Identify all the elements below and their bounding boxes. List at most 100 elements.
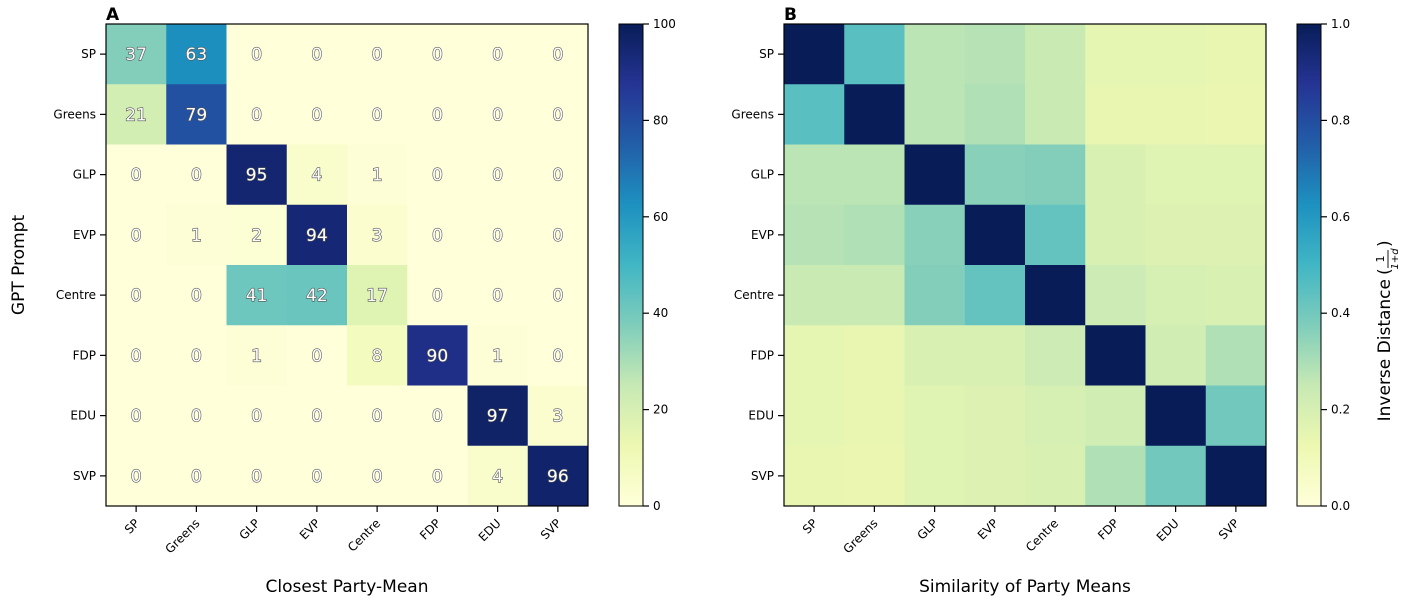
cell-value-label: 0 <box>552 105 563 125</box>
heatmap-cell <box>106 445 167 507</box>
heatmap-cell <box>166 325 227 386</box>
cell-value-label: 8 <box>372 346 383 366</box>
heatmap-cell <box>964 24 1026 85</box>
heatmap-cell <box>527 385 589 447</box>
cell-value-label: 0 <box>492 166 503 186</box>
cell-value-label: 4 <box>492 467 503 487</box>
colorbar-tick-label: 0.2 <box>1331 403 1350 417</box>
heatmap-cell <box>347 24 408 85</box>
x-tick-label: Greens <box>840 516 880 556</box>
y-tick-label: SVP <box>751 469 774 483</box>
heatmap-cell <box>166 24 227 85</box>
heatmap-cell <box>844 445 905 507</box>
heatmap-cell <box>1205 325 1267 386</box>
cell-value-label: 21 <box>125 105 147 125</box>
cell-value-label: 1 <box>492 346 503 366</box>
cell-value-label: 0 <box>311 45 322 65</box>
colorbar-tick-label: 1.0 <box>1331 17 1350 31</box>
heatmap-cell <box>226 204 288 266</box>
cell-value-label: 0 <box>552 286 563 306</box>
x-tick-label: GLP <box>914 516 940 542</box>
colorbar-tick-label: 0 <box>653 499 661 513</box>
panel-a-y-ticks: SP Greens GLP EVP Centre FDP EDU SVP <box>53 47 106 483</box>
panel-a-cells <box>106 24 589 507</box>
heatmap-cell <box>106 84 167 145</box>
cell-value-label: 0 <box>191 346 202 366</box>
heatmap-cell <box>964 265 1026 326</box>
colorbar-tick-label: 100 <box>653 17 676 31</box>
heatmap-cell <box>166 385 227 447</box>
heatmap-cell <box>226 144 288 206</box>
x-tick-label: FDP <box>417 516 443 542</box>
heatmap-cell <box>347 265 408 326</box>
x-tick-label: SVP <box>538 516 564 542</box>
heatmap-cell <box>1025 325 1086 386</box>
heatmap-cell <box>1085 144 1146 206</box>
heatmap-cell <box>1085 385 1146 447</box>
cell-value-label: 1 <box>251 346 262 366</box>
cell-value-label: 3 <box>552 407 563 427</box>
y-tick-label: Centre <box>56 288 96 302</box>
heatmap-cell <box>527 445 589 507</box>
cell-value-label: 0 <box>311 407 322 427</box>
heatmap-cell <box>1145 144 1207 206</box>
heatmap-cell <box>904 204 966 266</box>
heatmap-cell <box>286 445 348 507</box>
cell-value-label: 0 <box>191 407 202 427</box>
heatmap-cell <box>226 84 288 145</box>
heatmap-cell <box>784 385 845 447</box>
heatmap-cell <box>166 204 227 266</box>
colorbar-label-numerator: 1 <box>1374 256 1387 263</box>
heatmap-cell <box>1145 204 1207 266</box>
cell-value-label: 0 <box>492 105 503 125</box>
heatmap-cell <box>784 445 845 507</box>
heatmap-cell <box>844 84 905 145</box>
heatmap-cell <box>1145 385 1207 447</box>
cell-value-label: 2 <box>251 226 262 246</box>
panel-b-cells <box>784 24 1267 507</box>
heatmap-cell <box>467 325 529 386</box>
panel-b-x-axis-title: Similarity of Party Means <box>919 577 1131 597</box>
heatmap-cell <box>467 265 529 326</box>
cell-value-label: 94 <box>306 226 328 246</box>
cell-value-label: 0 <box>552 226 563 246</box>
y-tick-label: EVP <box>751 228 774 242</box>
x-tick-label: EVP <box>975 516 1001 542</box>
heatmap-cell <box>106 325 167 386</box>
x-tick-label: GLP <box>236 516 262 542</box>
cell-value-label: 41 <box>246 286 268 306</box>
heatmap-cell <box>964 84 1026 145</box>
heatmap-cell <box>904 24 966 85</box>
panel-b-y-ticks: SP Greens GLP EVP Centre FDP EDU SVP <box>731 47 784 483</box>
cell-value-label: 0 <box>372 105 383 125</box>
heatmap-cell <box>226 265 288 326</box>
panel-b-colorbar-title: Inverse Distance ( 1 1+d ) <box>1374 240 1401 421</box>
heatmap-cell <box>347 445 408 507</box>
heatmap-cell <box>407 445 468 507</box>
cell-value-label: 0 <box>432 286 443 306</box>
x-tick-label: Greens <box>162 516 202 556</box>
heatmap-cell <box>407 144 468 206</box>
heatmap-cell <box>904 385 966 447</box>
heatmap-cell <box>964 144 1026 206</box>
heatmap-cell <box>904 265 966 326</box>
heatmap-cell <box>106 144 167 206</box>
cell-value-label: 0 <box>131 346 142 366</box>
heatmap-cell <box>1145 84 1207 145</box>
heatmap-cell <box>1145 325 1207 386</box>
cell-value-label: 0 <box>432 226 443 246</box>
y-tick-label: GLP <box>73 168 96 182</box>
heatmap-cell <box>844 24 905 85</box>
heatmap-cell <box>1025 265 1086 326</box>
cell-value-label: 0 <box>131 226 142 246</box>
heatmap-cell <box>1025 24 1086 85</box>
y-tick-label: Centre <box>734 288 774 302</box>
heatmap-cell <box>347 84 408 145</box>
heatmap-cell <box>1205 204 1267 266</box>
panel-b-x-ticks: SP Greens GLP EVP Centre FDP EDU SVP <box>800 506 1242 556</box>
heatmap-cell <box>407 325 468 386</box>
heatmap-cell <box>286 325 348 386</box>
heatmap-cell <box>1025 204 1086 266</box>
y-tick-label: FDP <box>73 348 96 362</box>
